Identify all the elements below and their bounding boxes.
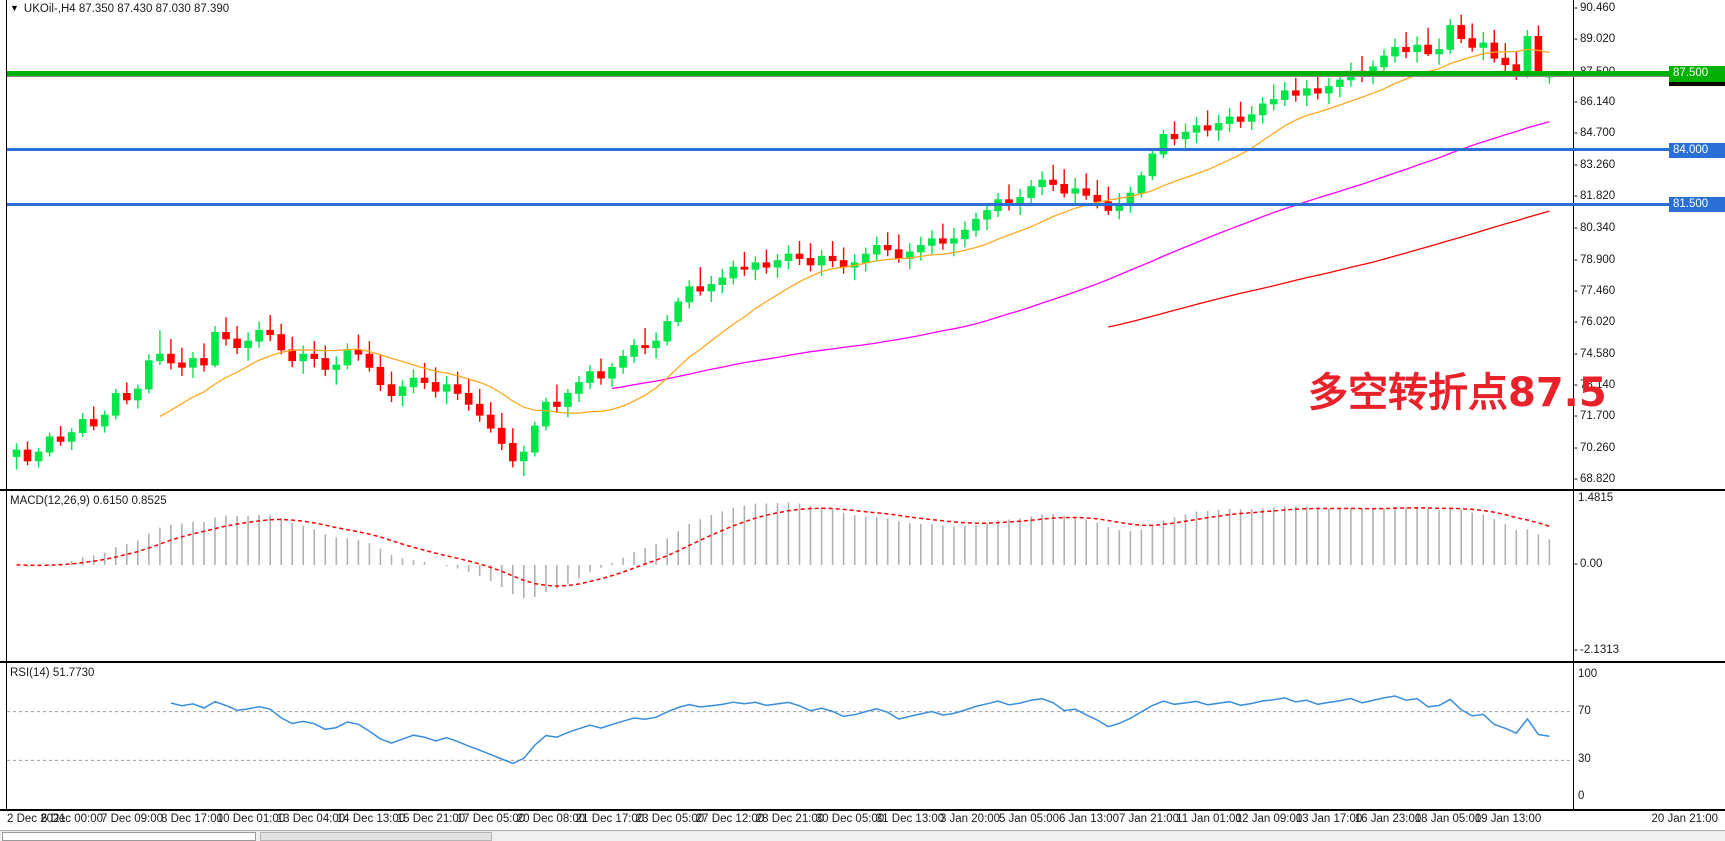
time-axis-label: 15 Dec 21:00: [396, 813, 466, 825]
price-level-tag-87500[interactable]: 87.500: [1669, 66, 1725, 82]
price-axis-tick: -84.700: [1574, 127, 1616, 140]
time-axis-label: 28 Dec 21:00: [755, 813, 825, 825]
price-level-tag-81500[interactable]: 81.500: [1669, 197, 1725, 213]
time-axis-label: 13 Jan 17:00: [1295, 813, 1363, 825]
chart-header[interactable]: ▼ UKOil-,H4 87.350 87.430 87.030 87.390: [10, 3, 230, 16]
rsi-svg: [7, 695, 1573, 765]
price-axis-tick: -90.460: [1574, 2, 1616, 14]
rsi-axis-tick: 100: [1578, 668, 1598, 680]
macd-svg: [16, 502, 1551, 598]
time-axis-label: 7 Jan 21:00: [1118, 813, 1180, 825]
price-axis-tick: -74.580: [1574, 347, 1616, 360]
price-axis-tick: -83.260: [1574, 158, 1616, 171]
time-axis-label: 31 Dec 13:00: [875, 813, 945, 825]
time-axis-label: 20 Jan 21:00: [1651, 813, 1718, 825]
price-axis-tick: -78.900: [1574, 253, 1616, 266]
price-axis-tick: -71.700: [1574, 410, 1616, 423]
time-axis-label: 2 Dec 2021: [7, 813, 66, 825]
price-axis-tick: -81.820: [1574, 190, 1616, 203]
taskbar[interactable]: [0, 830, 1725, 841]
price-chart-panel[interactable]: 多空转折点87.5 -90.460-89.020-87.500-86.140-8…: [0, 0, 1725, 490]
macd-label: MACD(12,26,9) 0.6150 0.8525: [10, 495, 167, 507]
current-price-line: [7, 75, 1725, 77]
time-axis-label: 8 Dec 17:00: [160, 813, 224, 825]
time-axis-label: 13 Dec 04:00: [276, 813, 346, 825]
macd-axis-tick: -0.00: [1574, 557, 1603, 570]
price-axis-tick: -76.020: [1574, 316, 1616, 329]
time-axis-label: 18 Jan 05:00: [1414, 813, 1482, 825]
time-axis-label: 6 Dec 00:00: [40, 813, 104, 825]
time-axis-label: 21 Dec 17:00: [575, 813, 645, 825]
price-axis-tick: -80.340: [1574, 222, 1616, 235]
time-axis-label: 30 Dec 05:00: [815, 813, 885, 825]
taskbar-item-2[interactable]: [260, 832, 492, 841]
current-price-cursor: [1669, 80, 1725, 87]
rsi-panel-left-rail: [0, 663, 7, 809]
time-axis[interactable]: 2 Dec 2021 6 Dec 00:00 7 Dec 09:00 8 Dec 17…: [0, 810, 1725, 830]
time-axis-label: 20 Dec 08:00: [516, 813, 586, 825]
chart-annotation-text: 多空转折点87.5: [1308, 370, 1607, 416]
price-axis-tick: -68.820: [1574, 473, 1616, 485]
macd-axis-tick: 1.4815: [1578, 492, 1614, 504]
rsi-axis-tick: 70: [1578, 704, 1591, 717]
macd-plot-area[interactable]: [7, 491, 1725, 661]
rsi-plot-area[interactable]: [7, 663, 1725, 809]
time-axis-label: 11 Jan 01:00: [1176, 813, 1242, 825]
rsi-axis-tick: 0: [1578, 790, 1585, 802]
time-axis-label: 19 Jan 13:00: [1474, 813, 1542, 825]
price-axis-tick: -73.140: [1574, 378, 1616, 391]
chart-title: UKOil-,H4 87.350 87.430 87.030 87.390: [23, 3, 230, 15]
collapse-caret-icon[interactable]: ▼: [10, 3, 19, 13]
macd-axis-tick: - -2.1313: [1574, 644, 1620, 656]
price-axis-tick: -89.020: [1574, 33, 1616, 46]
taskbar-item-1[interactable]: [2, 832, 256, 841]
rsi-axis[interactable]: 100 70 30 0: [1573, 663, 1725, 809]
time-axis-label: 23 Dec 05:00: [635, 813, 705, 825]
price-level-tag-84000[interactable]: 84.000: [1669, 142, 1725, 158]
time-axis-label: 6 Jan 13:00: [1058, 813, 1120, 825]
rsi-panel[interactable]: RSI(14) 51.7730 100 70 30 0: [0, 662, 1725, 810]
rsi-axis-tick: 30: [1578, 753, 1591, 766]
macd-axis[interactable]: 1.4815 -0.00 - -2.1313: [1573, 491, 1725, 661]
price-axis-tick: -86.140: [1574, 96, 1616, 109]
macd-panel[interactable]: MACD(12,26,9) 0.6150 0.8525 1.4815 -0.00 -…: [0, 490, 1725, 662]
level-line-84000: [7, 148, 1725, 152]
price-panel-left-rail: [0, 0, 7, 489]
time-axis-label: 14 Dec 13:00: [336, 813, 406, 825]
time-axis-label: 10 Dec 01:00: [216, 813, 286, 825]
time-axis-label: 5 Jan 05:00: [998, 813, 1060, 825]
time-axis-label: 27 Dec 12:00: [695, 813, 765, 825]
time-axis-label: 17 Dec 05:00: [456, 813, 526, 825]
rsi-label: RSI(14) 51.7730: [10, 667, 95, 679]
macd-panel-left-rail: [0, 491, 7, 661]
level-line-87500: [7, 70, 1725, 76]
level-line-81500: [7, 202, 1725, 206]
time-axis-label: 7 Dec 09:00: [100, 813, 164, 825]
price-candlestick-svg: [12, 14, 1554, 477]
price-plot-area[interactable]: 多空转折点87.5: [7, 0, 1725, 489]
time-axis-label: 12 Jan 09:00: [1235, 813, 1303, 825]
price-axis-tick: -70.260: [1574, 441, 1616, 454]
price-axis-tick: -77.460: [1574, 284, 1616, 297]
time-axis-label: 16 Jan 23:00: [1354, 813, 1422, 825]
time-axis-label: 3 Jan 20:00: [939, 813, 1001, 825]
